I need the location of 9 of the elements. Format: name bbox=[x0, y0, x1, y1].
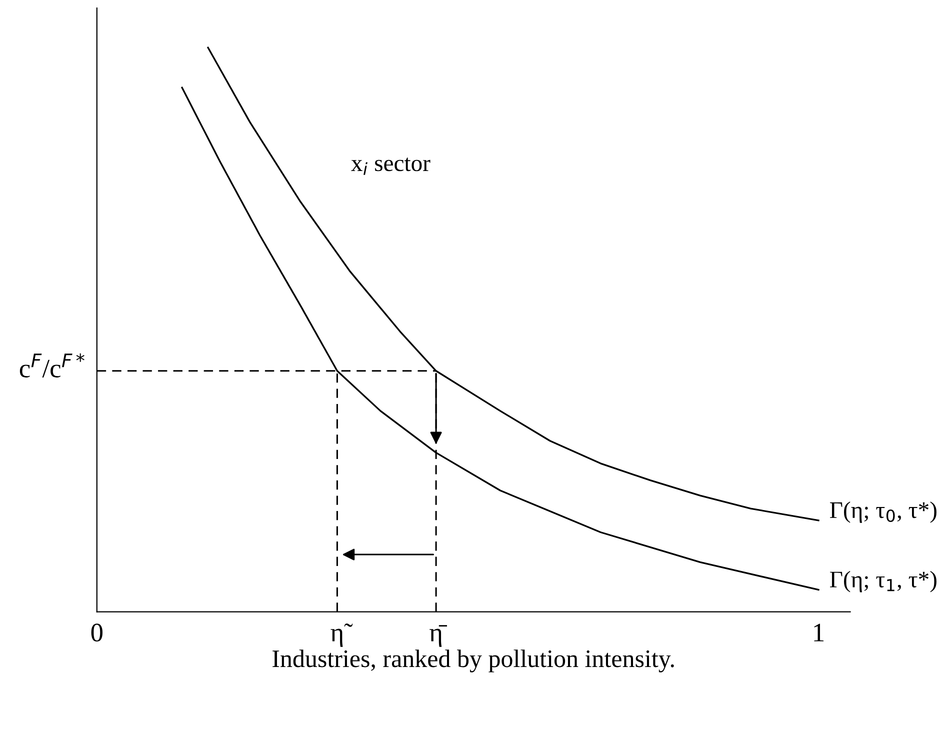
series-label: Γ(η; τ$_{1}$, τ*) bbox=[830, 570, 936, 592]
series-label: Γ(η; τ$_{0}$, τ*) bbox=[830, 502, 936, 523]
x-tick-label: η̃ bbox=[330, 623, 353, 647]
x-tick-label: 0 bbox=[91, 624, 102, 642]
x-tick-label: 1 bbox=[814, 624, 824, 642]
annotation: x$_{i}$ sector bbox=[351, 158, 430, 175]
x-tick-label: η̄ bbox=[430, 625, 447, 647]
x-axis-title: Industries, ranked by pollution intensity. bbox=[272, 650, 674, 672]
ref-line-label: c$^{F}$/c$^{F*}$ bbox=[20, 353, 84, 378]
